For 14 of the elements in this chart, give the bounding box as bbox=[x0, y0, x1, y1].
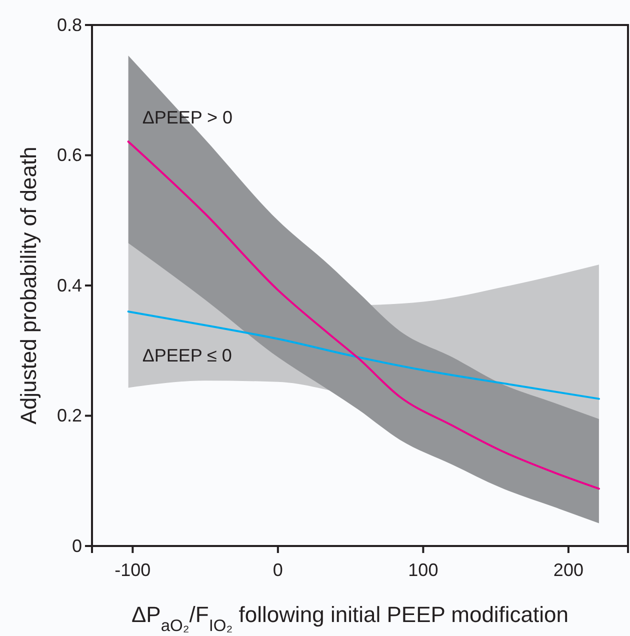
y-tick-label: 0.8 bbox=[56, 14, 82, 35]
y-tick-label: 0.2 bbox=[56, 406, 82, 426]
y-axis-title: Adjusted probability of death bbox=[16, 146, 41, 424]
series-label: ΔPEEP ≤ 0 bbox=[142, 346, 232, 366]
x-tick-label: -100 bbox=[114, 560, 151, 580]
line-series bbox=[127, 310, 600, 400]
y-tick-label: 0.6 bbox=[56, 145, 82, 166]
x-tick-label: 200 bbox=[553, 560, 584, 580]
line-series bbox=[127, 140, 600, 490]
x-tick-label: 0 bbox=[272, 560, 283, 580]
x-axis-title: ΔP$_{aO₂}$/F$_{IO₂}$ following initial PEEP modification bbox=[131, 602, 569, 635]
y-tick-label: 0.4 bbox=[56, 275, 82, 296]
y-tick-label: 0 bbox=[72, 536, 82, 556]
x-tick-label: 100 bbox=[408, 560, 438, 580]
